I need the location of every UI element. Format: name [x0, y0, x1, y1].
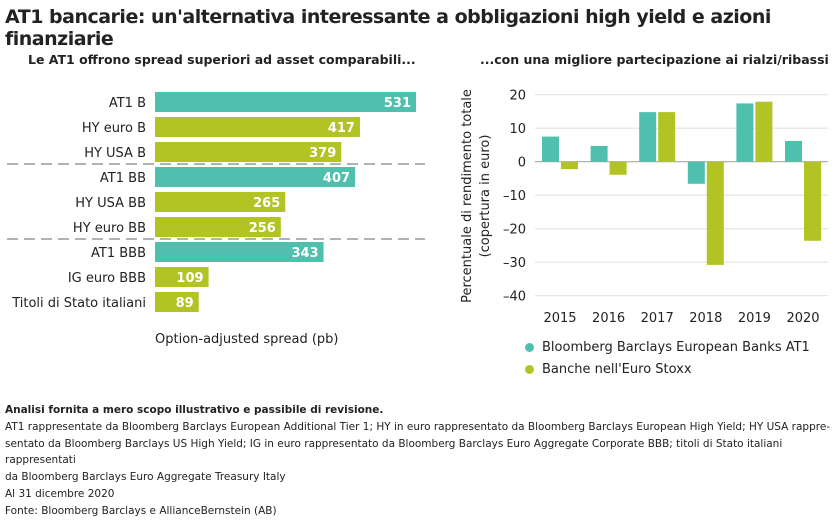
bar-euro-stoxx [706, 161, 724, 265]
category-label: HY euro B [82, 121, 146, 136]
bar [155, 292, 199, 312]
bar-euro-stoxx [561, 161, 578, 170]
category-label: Titoli di Stato italiani [11, 296, 146, 311]
bar-at1 [785, 140, 802, 162]
bar [155, 92, 416, 112]
y-tick-label: 10 [509, 122, 526, 137]
note-line: da Bloomberg Barclays Euro Aggregate Tre… [5, 471, 286, 484]
charts-canvas: AT1 B 531 HY euro B 417 HY USA B 379 AT1 BB 407… [7, 89, 828, 347]
bar-at1 [542, 136, 559, 162]
legend-label: Bloomberg Barclays European Banks AT1 [542, 340, 810, 355]
page-title: AT1 bancarie: un'alternativa interessant… [5, 6, 771, 50]
category-label: HY euro BB [73, 221, 146, 236]
note-line: AT1 rappresentate da Bloomberg Barclays … [5, 420, 831, 433]
bar [155, 117, 360, 137]
note-date: Al 31 dicembre 2020 [5, 487, 115, 500]
x-tick-label: 2015 [543, 311, 576, 326]
category-label: HY USA BB [75, 196, 146, 211]
data-label: 343 [291, 246, 318, 261]
y-axis-label: Percentuale di rendimento totale [460, 89, 475, 303]
y-tick-label: –40 [503, 290, 526, 305]
footnotes: Analisi fornita a mero scopo illustrativ… [5, 402, 835, 520]
bar [155, 167, 356, 187]
y-axis-label-2: (copertura in euro) [478, 135, 493, 258]
y-tick-label: 20 [509, 89, 526, 104]
y-tick-label: 0 [518, 156, 526, 171]
data-label: 109 [176, 271, 203, 286]
legend-item-2: Banche nell'Euro Stoxx [525, 362, 692, 377]
x-tick-label: 2020 [786, 311, 819, 326]
bar [155, 242, 324, 262]
bar-at1 [687, 161, 705, 184]
bar [155, 267, 209, 287]
category-label: AT1 BB [100, 171, 146, 186]
note-line: sentato da Bloomberg Barclays US High Yi… [5, 437, 783, 467]
bar-at1 [736, 103, 754, 162]
bar-euro-stoxx [609, 161, 627, 175]
x-tick-label: 2016 [592, 311, 625, 326]
data-label: 531 [384, 96, 411, 111]
data-label: 379 [309, 146, 336, 161]
x-axis-label: Option-adjusted spread (pb) [155, 332, 338, 347]
data-label: 407 [323, 171, 350, 186]
bar [155, 192, 286, 212]
category-label: HY USA B [84, 146, 146, 161]
x-tick-label: 2019 [738, 311, 771, 326]
x-tick-label: 2018 [689, 311, 722, 326]
y-tick-label: –30 [503, 256, 526, 271]
bar-at1 [639, 112, 657, 162]
category-label: AT1 B [109, 96, 146, 111]
y-tick-label: –10 [503, 189, 526, 204]
bar-euro-stoxx [658, 112, 676, 162]
bar-euro-stoxx [804, 161, 821, 241]
legend-swatch-teal [525, 343, 534, 352]
bar [155, 217, 281, 237]
bar-euro-stoxx [755, 101, 773, 162]
data-label: 417 [328, 121, 355, 136]
legend-swatch-green [525, 365, 534, 374]
bar-at1 [590, 145, 608, 162]
disclaimer: Analisi fornita a mero scopo illustrativ… [5, 404, 384, 416]
legend-item-1: Bloomberg Barclays European Banks AT1 [525, 340, 810, 355]
note-source: Fonte: Bloomberg Barclays e AllianceBern… [5, 504, 277, 517]
right-chart-title: ...con una migliore partecipazione ai ri… [480, 52, 829, 67]
category-label: AT1 BBB [91, 246, 146, 261]
data-label: 89 [176, 296, 194, 311]
left-chart-title: Le AT1 offrono spread superiori ad asset… [28, 52, 416, 67]
bar [155, 142, 342, 162]
x-tick-label: 2017 [641, 311, 674, 326]
y-tick-label: –20 [503, 223, 526, 238]
data-label: 256 [249, 221, 276, 236]
category-label: IG euro BBB [68, 271, 146, 286]
legend-label: Banche nell'Euro Stoxx [542, 362, 692, 377]
data-label: 265 [253, 196, 280, 211]
